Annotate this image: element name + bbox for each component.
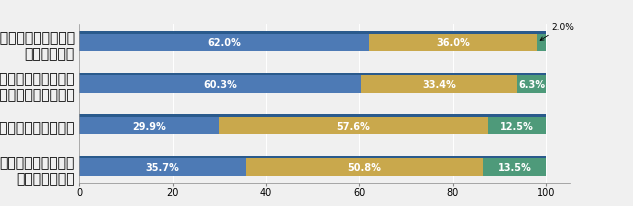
Bar [79,76,361,93]
Text: 57.6%: 57.6% [337,121,370,131]
Text: 33.4%: 33.4% [422,80,456,90]
Bar [79,73,546,76]
Bar [537,34,546,52]
Text: 6.3%: 6.3% [518,80,545,90]
Text: 12.5%: 12.5% [500,121,534,131]
Text: 13.5%: 13.5% [498,163,532,172]
Bar [79,32,546,34]
Bar [79,115,546,117]
Bar [517,76,546,93]
Bar [219,117,488,135]
Text: 29.9%: 29.9% [132,121,166,131]
Bar [246,159,483,176]
Bar [79,34,369,52]
Text: 36.0%: 36.0% [436,38,470,48]
Text: 2.0%: 2.0% [540,23,574,41]
Bar [369,34,537,52]
Bar [361,76,517,93]
Text: 60.3%: 60.3% [203,80,237,90]
Bar [483,159,546,176]
Text: 62.0%: 62.0% [207,38,241,48]
Bar [79,117,219,135]
Text: 35.7%: 35.7% [146,163,179,172]
Bar [79,159,246,176]
Bar [488,117,546,135]
Bar [79,156,546,159]
Text: 50.8%: 50.8% [348,163,382,172]
